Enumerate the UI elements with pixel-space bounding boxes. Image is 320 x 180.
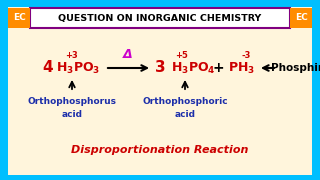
Text: Δ: Δ — [123, 48, 133, 60]
Text: +5: +5 — [176, 51, 188, 60]
Text: Orthophosphorus
acid: Orthophosphorus acid — [28, 97, 116, 119]
Text: Phosphine: Phosphine — [271, 63, 320, 73]
Text: Orthophosphoric
acid: Orthophosphoric acid — [142, 97, 228, 119]
Text: $\mathbf{H_3PO_4}$: $\mathbf{H_3PO_4}$ — [171, 60, 215, 76]
Text: $\mathbf{PH_3}$: $\mathbf{PH_3}$ — [228, 60, 256, 76]
Text: +3: +3 — [66, 51, 78, 60]
Text: Disproportionation Reaction: Disproportionation Reaction — [71, 145, 249, 155]
Text: 4: 4 — [43, 60, 53, 75]
FancyBboxPatch shape — [8, 7, 312, 175]
Text: -3: -3 — [241, 51, 251, 60]
Text: EC: EC — [12, 14, 25, 22]
FancyBboxPatch shape — [290, 8, 312, 28]
FancyBboxPatch shape — [8, 8, 30, 28]
Text: EC: EC — [295, 14, 308, 22]
Text: QUESTION ON INORGANIC CHEMISTRY: QUESTION ON INORGANIC CHEMISTRY — [58, 14, 262, 22]
Text: 3: 3 — [155, 60, 165, 75]
FancyBboxPatch shape — [30, 8, 290, 28]
Text: +: + — [212, 61, 224, 75]
Text: $\mathbf{H_3PO_3}$: $\mathbf{H_3PO_3}$ — [56, 60, 100, 76]
